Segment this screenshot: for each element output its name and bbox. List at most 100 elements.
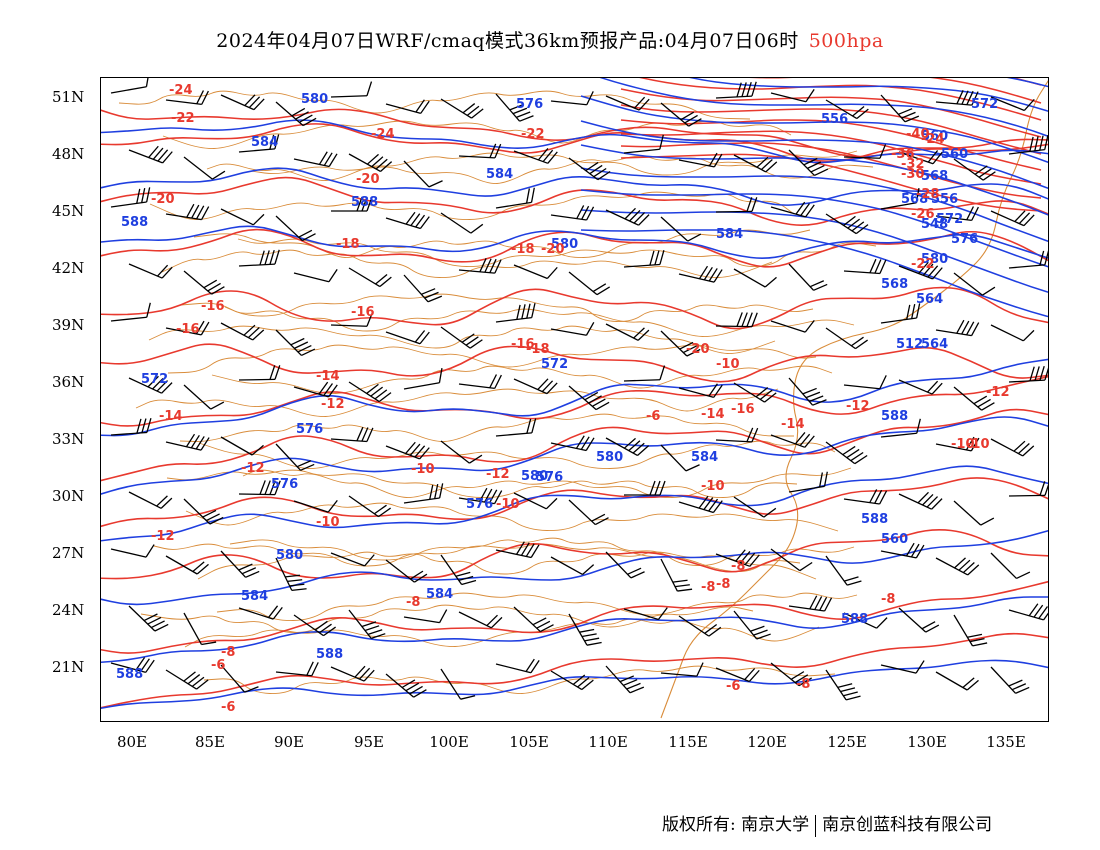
wind-barb (220, 664, 259, 693)
height-label: 568 (901, 192, 928, 207)
wind-barb (513, 492, 558, 510)
height-label: 588 (116, 667, 143, 682)
boundary-line (148, 325, 776, 354)
temperature-label: -18 (336, 237, 360, 252)
height-label: 584 (691, 450, 718, 465)
temperature-label: -6 (211, 658, 225, 673)
copyright-left: 版权所有: 南京大学 (662, 815, 810, 835)
wind-barb (935, 671, 979, 691)
height-label: 584 (426, 587, 453, 602)
wind-barb (788, 595, 833, 612)
wind-barb (770, 432, 815, 448)
wind-barb (331, 196, 373, 212)
wind-barb (843, 258, 887, 275)
temperature-label: -6 (646, 409, 660, 424)
height-contour (580, 120, 1048, 190)
wind-barb (990, 210, 1035, 227)
chart-title: 2024年04月07日WRF/cmaq模式36km预报产品:04月07日06时 5… (0, 26, 1100, 53)
wind-barb (825, 441, 868, 465)
temperature-isotherm (101, 477, 1048, 528)
wind-barb (513, 606, 554, 633)
boundary-line (216, 592, 858, 621)
temperature-isotherm (101, 632, 1048, 709)
wind-barb (770, 662, 813, 687)
wind-barb (678, 615, 722, 637)
wind-barb (715, 667, 760, 683)
wind-barb (513, 378, 558, 395)
height-contour (101, 465, 1048, 542)
wind-barb (733, 496, 777, 518)
wind-barb (440, 440, 483, 464)
boundary-line (135, 388, 779, 417)
height-label: 588 (121, 215, 148, 230)
height-contour (580, 144, 1048, 216)
wind-barb (715, 427, 759, 443)
wind-barb (403, 609, 448, 624)
height-label: 576 (271, 477, 298, 492)
temperature-label: -40 (906, 127, 930, 142)
wind-barb (935, 436, 980, 452)
wind-barb (128, 263, 173, 279)
wind-barb (513, 148, 558, 164)
wind-barb (128, 145, 173, 164)
wind-barb (458, 611, 503, 629)
temperature-label: -14 (781, 417, 805, 432)
temperature-isotherm (101, 375, 1048, 427)
height-label: 512 (896, 337, 923, 352)
wind-barb (953, 158, 996, 181)
temperature-isotherm (1011, 78, 1042, 86)
temperature-label: -26 (911, 207, 935, 222)
temperature-isotherm (101, 580, 1048, 654)
temperature-label: -22 (171, 111, 195, 126)
boundary-line (153, 543, 801, 572)
wind-barb (348, 267, 392, 288)
lon-label: 115E (668, 733, 708, 751)
title-level: 500hpa (808, 30, 884, 52)
lat-label: 48N (52, 145, 85, 163)
wind-barb (165, 669, 209, 690)
wind-barb (275, 557, 307, 592)
wind-barb (440, 212, 484, 234)
wind-barb (348, 609, 386, 639)
wind-barb (550, 435, 595, 452)
wind-barb (495, 418, 537, 437)
boundary-line (185, 502, 839, 532)
temperature-label: -18 (511, 242, 535, 257)
wind-barb (550, 556, 595, 576)
wind-barb (770, 548, 813, 572)
wind-barb (458, 143, 502, 159)
wind-barb (330, 312, 374, 327)
wind-barb (110, 417, 152, 436)
wind-barb (953, 386, 995, 411)
temperature-label: -36 (891, 147, 915, 162)
temperature-label: -12 (986, 385, 1010, 400)
wind-barb (128, 605, 169, 632)
wind-barb (495, 302, 536, 323)
wind-barb (183, 384, 225, 410)
wind-barb (165, 90, 209, 106)
wind-barb (220, 436, 264, 456)
wind-barb (238, 134, 280, 153)
height-label: 556 (931, 192, 958, 207)
wind-barb (788, 471, 828, 493)
height-label: 584 (251, 135, 278, 150)
temperature-label: -16 (176, 322, 200, 337)
height-label: 576 (951, 232, 978, 247)
wind-barb (990, 666, 1030, 694)
wind-barb (403, 483, 444, 504)
height-label: 572 (141, 372, 168, 387)
height-label: 560 (881, 532, 908, 547)
wind-barb (843, 144, 887, 159)
lon-label: 120E (747, 733, 787, 751)
wind-barb (660, 330, 701, 357)
height-label: 576 (466, 497, 493, 512)
temperature-isotherm (620, 104, 1042, 155)
height-label: 580 (301, 92, 328, 107)
wind-barb (880, 303, 921, 324)
wind-barb (110, 544, 155, 558)
temperature-isotherm (101, 286, 1048, 330)
wind-barb (715, 549, 760, 567)
wind-barb (568, 271, 611, 296)
wind-barb (788, 149, 829, 177)
